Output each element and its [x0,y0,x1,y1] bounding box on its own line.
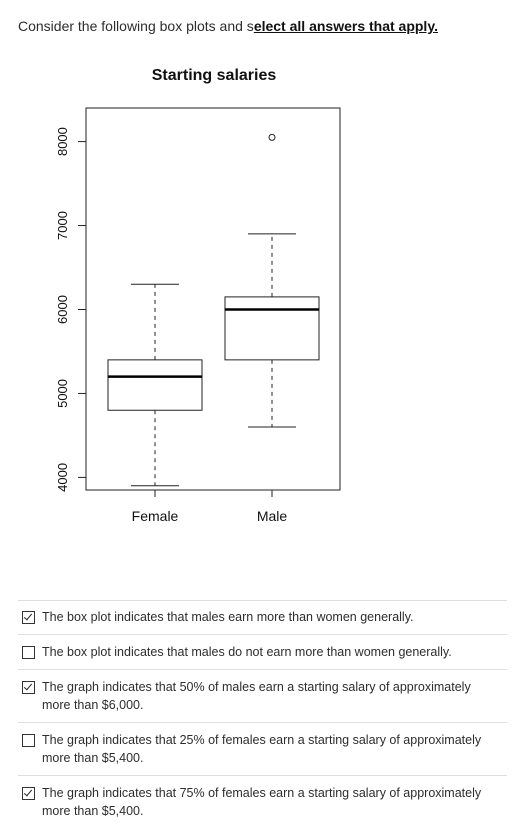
answer-text: The box plot indicates that males do not… [42,645,452,659]
y-axis: 4000 5000 6000 7000 8000 [55,127,86,492]
answer-text: The box plot indicates that males earn m… [42,610,414,624]
y-tick-label: 7000 [55,211,70,240]
answer-option[interactable]: The box plot indicates that males earn m… [18,600,507,634]
box-plot-female [107,283,203,487]
y-tick-label: 4000 [55,463,70,492]
answer-text: The graph indicates that 50% of males ea… [42,680,471,712]
answer-option[interactable]: The graph indicates that 25% of females … [18,722,507,775]
chart-title: Starting salaries [152,67,277,84]
x-tick-label: Female [132,508,179,524]
answer-option[interactable]: The graph indicates that 50% of males ea… [18,669,507,722]
x-axis: Female Male [132,490,288,524]
box-plot-male [224,133,320,428]
outlier-point [268,133,276,141]
unchecked-checkbox[interactable] [22,646,35,659]
x-tick-label: Male [257,508,288,524]
prompt-text: Consider the following box plots and s [18,18,254,34]
answer-text: The graph indicates that 25% of females … [42,733,482,765]
y-tick-label: 5000 [55,379,70,408]
iqr-box [107,359,203,411]
answer-option[interactable]: The box plot indicates that males do not… [18,634,507,669]
question-prompt: Consider the following box plots and sel… [18,18,438,34]
iqr-box [224,296,320,361]
checked-checkbox[interactable] [22,611,35,624]
unchecked-checkbox[interactable] [22,734,35,747]
answer-list: The box plot indicates that males earn m… [18,600,507,828]
checked-checkbox[interactable] [22,787,35,800]
y-tick-label: 6000 [55,295,70,324]
plot-frame [85,107,341,491]
checked-checkbox[interactable] [22,681,35,694]
box-layer [107,133,320,487]
answer-option[interactable]: The graph indicates that 75% of females … [18,775,507,828]
answer-text: The graph indicates that 75% of females … [42,786,482,818]
prompt-emphasis: elect all answers that apply. [253,18,438,34]
box-plot-chart: Starting salaries 4000 5000 6000 7000 8000 F… [55,67,341,524]
y-tick-label: 8000 [55,127,70,156]
